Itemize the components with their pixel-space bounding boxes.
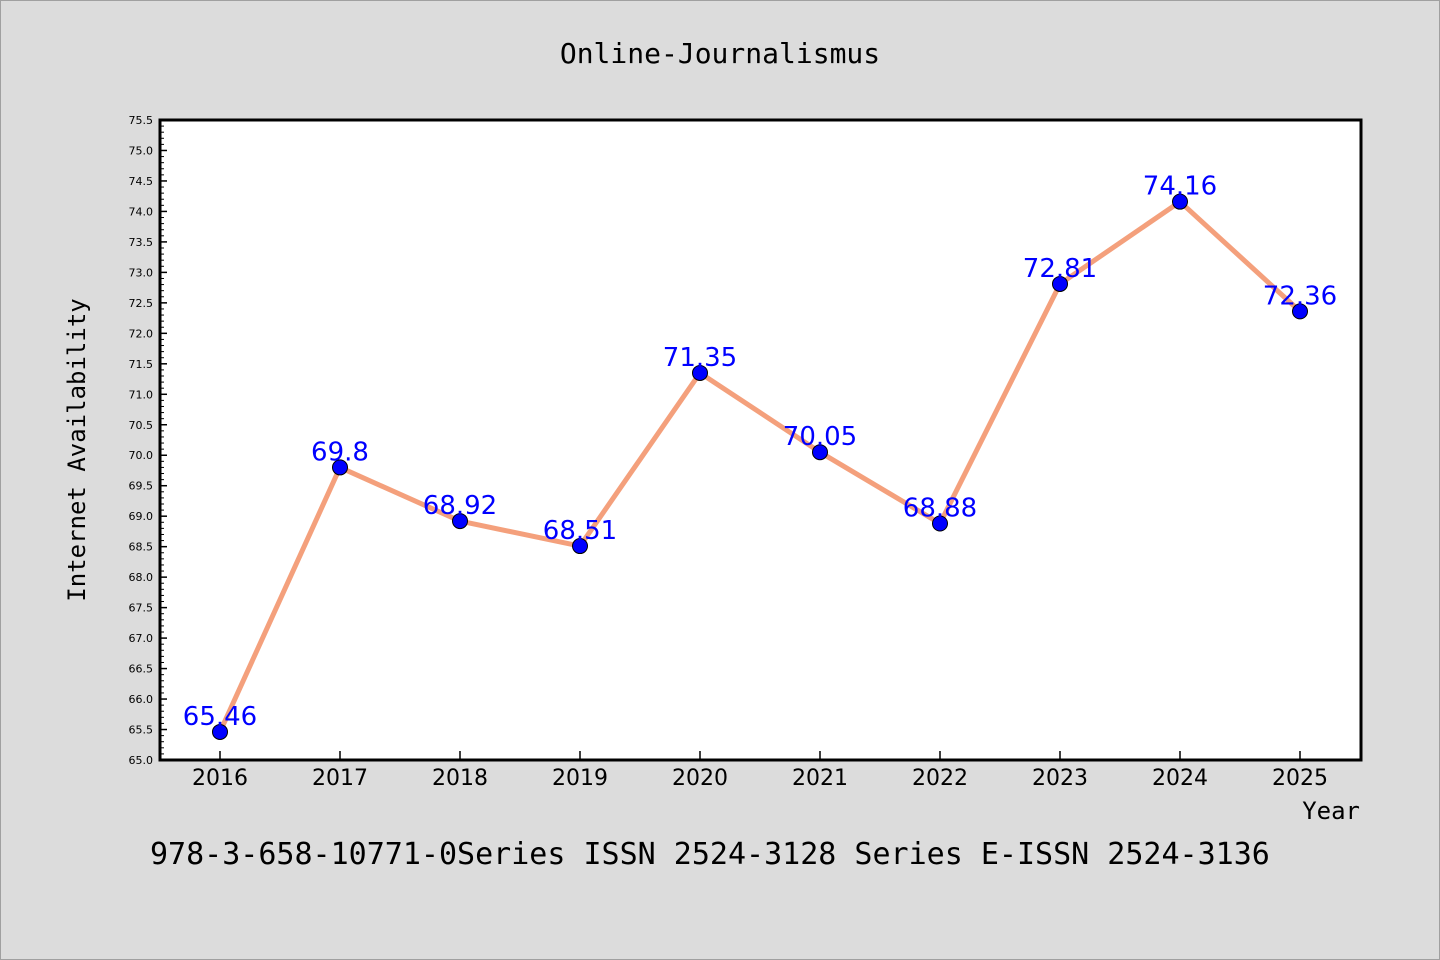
data-labels: 65.46 69.8 68.92 68.51 71.35 70.05 68.88 72.81 7… xyxy=(183,172,1337,732)
series-markers xyxy=(212,193,1308,740)
x-tick-label: 2017 xyxy=(312,766,368,791)
y-tick-label: 73.0 xyxy=(129,266,154,279)
y-tick-label: 73.5 xyxy=(129,236,154,249)
data-point xyxy=(1172,193,1188,210)
data-point xyxy=(692,364,708,381)
y-tick-label: 70.0 xyxy=(129,449,154,462)
x-tick-label: 2024 xyxy=(1152,766,1208,791)
x-axis: 2016 2017 2018 2019 2020 2021 2022 2023 2024 2025 xyxy=(192,751,1328,791)
y-tick-label: 72.5 xyxy=(129,297,154,310)
data-label: 68.51 xyxy=(543,516,617,546)
footer-isbn-issn: 978-3-658-10771-0Series ISSN 2524-3128 S… xyxy=(150,837,1270,872)
data-point xyxy=(812,444,828,461)
data-label: 68.92 xyxy=(423,491,497,521)
y-tick-label: 66.5 xyxy=(129,663,154,676)
data-label: 74.16 xyxy=(1143,172,1217,202)
data-point xyxy=(572,538,588,555)
x-axis-title: Year xyxy=(1302,797,1360,825)
data-point xyxy=(1292,303,1308,320)
y-tick-label: 71.5 xyxy=(129,358,154,371)
y-tick-label: 71.0 xyxy=(129,388,154,401)
y-tick-label: 69.0 xyxy=(129,510,154,523)
data-label: 70.05 xyxy=(783,422,857,452)
y-tick-label: 75.5 xyxy=(129,114,154,127)
y-axis-title: Internet Availability xyxy=(63,298,91,601)
x-tick-label: 2025 xyxy=(1272,766,1328,791)
y-tick-label: 65.0 xyxy=(129,754,154,767)
data-point xyxy=(932,515,948,532)
x-tick-label: 2016 xyxy=(192,766,248,791)
y-tick-label: 68.0 xyxy=(129,571,154,584)
y-tick-label: 75.0 xyxy=(129,144,154,157)
y-axis: 65.0 65.5 66.0 66.5 67.0 67.5 68.0 68.5 69.0 69.5… xyxy=(129,114,167,767)
data-point xyxy=(332,459,348,476)
data-label: 71.35 xyxy=(663,343,737,373)
data-label: 69.8 xyxy=(311,437,369,467)
y-tick-label: 74.0 xyxy=(129,205,154,218)
data-label: 65.46 xyxy=(183,702,257,732)
data-label: 68.88 xyxy=(903,494,977,524)
data-point xyxy=(212,723,228,740)
x-tick-label: 2018 xyxy=(432,766,488,791)
data-point xyxy=(1052,275,1068,292)
series-line xyxy=(217,199,1302,733)
x-tick-label: 2021 xyxy=(792,766,848,791)
y-tick-label: 67.0 xyxy=(129,632,154,645)
data-label: 72.36 xyxy=(1263,281,1337,311)
x-tick-label: 2022 xyxy=(912,766,968,791)
y-tick-label: 74.5 xyxy=(129,175,154,188)
y-tick-label: 65.5 xyxy=(129,724,154,737)
y-tick-label: 69.5 xyxy=(129,480,154,493)
y-tick-label: 66.0 xyxy=(129,693,154,706)
x-tick-label: 2019 xyxy=(552,766,608,791)
data-label: 72.81 xyxy=(1023,254,1097,284)
data-point xyxy=(452,513,468,530)
y-tick-label: 70.5 xyxy=(129,419,154,432)
chart-title: Online-Journalismus xyxy=(560,37,880,70)
y-tick-label: 67.5 xyxy=(129,602,154,615)
x-tick-label: 2023 xyxy=(1032,766,1088,791)
x-tick-label: 2020 xyxy=(672,766,728,791)
y-tick-label: 72.0 xyxy=(129,327,154,340)
y-tick-label: 68.5 xyxy=(129,541,154,554)
plot-area xyxy=(158,118,1363,762)
